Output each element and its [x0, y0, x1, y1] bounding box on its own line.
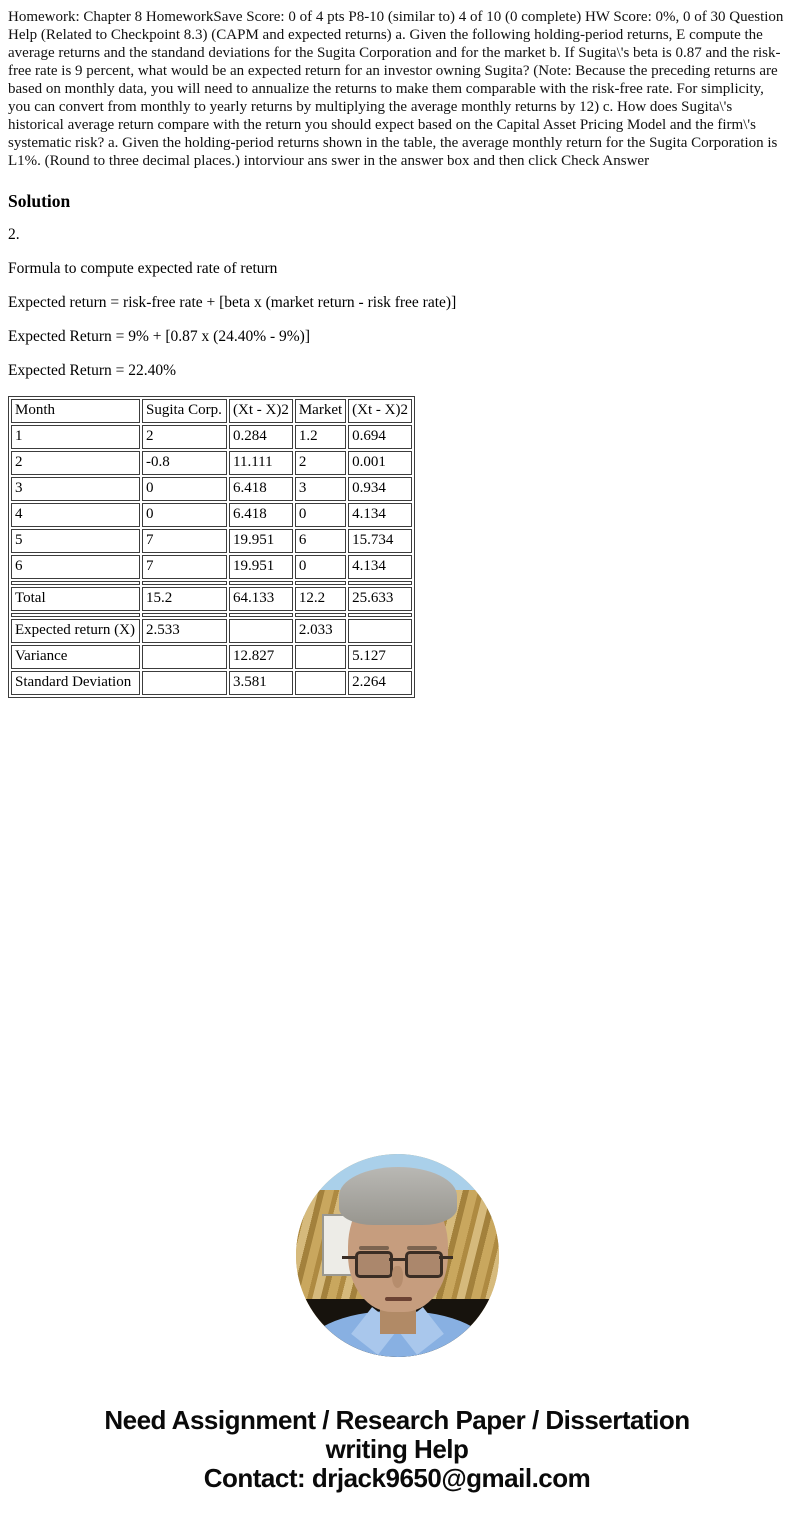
table-header-cell: Sugita Corp. — [142, 399, 227, 423]
table-cell: 6.418 — [229, 503, 293, 527]
table-cell: 7 — [142, 555, 227, 579]
table-cell: 2.264 — [348, 671, 413, 695]
table-cell: 6 — [11, 555, 140, 579]
table-cell: 3 — [294, 477, 347, 501]
table-cell: 6 — [294, 529, 347, 553]
table-cell: Total — [11, 587, 140, 611]
table-spacer-row — [11, 613, 413, 617]
table-cell — [142, 645, 227, 669]
table-cell: 3 — [11, 477, 140, 501]
table-cell: 19.951 — [229, 555, 293, 579]
table-cell: 12.827 — [229, 645, 293, 669]
promo-contact-email: Contact: drjack9650@gmail.com — [203, 1463, 591, 1493]
table-spacer-row — [11, 581, 413, 585]
table-cell: 15.734 — [348, 529, 413, 553]
table-cell: 0 — [294, 503, 347, 527]
table-cell: 5 — [11, 529, 140, 553]
table-cell — [229, 619, 293, 643]
photo-nose — [391, 1266, 403, 1288]
table-cell: 0 — [294, 555, 347, 579]
table-cell: 4.134 — [348, 555, 413, 579]
promo-line-1: Need Assignment / Research Paper / Disse… — [104, 1405, 690, 1435]
table-cell: Variance — [11, 645, 140, 669]
table-row: 1 2 0.284 1.2 0.694 — [11, 425, 413, 449]
table-cell: 64.133 — [229, 587, 293, 611]
solution-item-number: 2. — [8, 226, 20, 243]
table-cell: 1.2 — [294, 425, 347, 449]
table-stddev-row: Standard Deviation 3.581 2.264 — [11, 671, 413, 695]
solution-heading: Solution — [8, 191, 71, 211]
table-row: 2 -0.8 11.111 2 0.001 — [11, 451, 413, 475]
table-cell: 12.2 — [294, 587, 347, 611]
table-cell: 0.934 — [348, 477, 413, 501]
table-row: 3 0 6.418 3 0.934 — [11, 477, 413, 501]
table-cell: 19.951 — [229, 529, 293, 553]
photo-glasses-right-lens — [404, 1251, 443, 1278]
table-cell: 0.694 — [348, 425, 413, 449]
table-header-cell: Market — [294, 399, 347, 423]
tutor-photo — [295, 1154, 499, 1357]
table-cell: 25.633 — [348, 587, 413, 611]
photo-hair — [338, 1167, 457, 1225]
table-cell — [294, 645, 347, 669]
table-cell: 0.284 — [229, 425, 293, 449]
homework-question-text: Homework: Chapter 8 HomeworkSave Score: … — [8, 9, 784, 169]
photo-glasses-temple-left — [341, 1256, 356, 1259]
table-header-cell: (Xt - X)2 — [348, 399, 413, 423]
table-cell: 3.581 — [229, 671, 293, 695]
photo-glasses-left-lens — [354, 1251, 393, 1278]
photo-glasses-bridge — [388, 1258, 406, 1261]
table-cell: 4 — [11, 503, 140, 527]
table-header-cell: Month — [11, 399, 140, 423]
returns-table: Month Sugita Corp. (Xt - X)2 Market (Xt … — [8, 396, 416, 698]
table-cell: 2 — [11, 451, 140, 475]
table-cell: 4.134 — [348, 503, 413, 527]
photo-mouth — [384, 1297, 412, 1301]
table-variance-row: Variance 12.827 5.127 — [11, 645, 413, 669]
table-cell: 2 — [294, 451, 347, 475]
photo-eyebrow-left — [358, 1246, 389, 1250]
table-cell: -0.8 — [142, 451, 227, 475]
table-cell: Expected return (X) — [11, 619, 140, 643]
table-expected-return-row: Expected return (X) 2.533 2.033 — [11, 619, 413, 643]
table-cell — [348, 619, 413, 643]
promo-line-2: writing Help — [325, 1434, 469, 1464]
photo-eyebrow-right — [406, 1246, 437, 1250]
table-cell: 1 — [11, 425, 140, 449]
table-header-row: Month Sugita Corp. (Xt - X)2 Market (Xt … — [11, 399, 413, 423]
table-cell: Standard Deviation — [11, 671, 140, 695]
photo-glasses-temple-right — [438, 1256, 453, 1259]
table-cell: 5.127 — [348, 645, 413, 669]
table-row: 5 7 19.951 6 15.734 — [11, 529, 413, 553]
table-total-row: Total 15.2 64.133 12.2 25.633 — [11, 587, 413, 611]
solution-substitution: Expected Return = 9% + [0.87 x (24.40% -… — [8, 328, 311, 345]
table-cell — [294, 671, 347, 695]
table-cell: 11.111 — [229, 451, 293, 475]
table-cell: 15.2 — [142, 587, 227, 611]
table-cell: 0.001 — [348, 451, 413, 475]
solution-formula-intro: Formula to compute expected rate of retu… — [8, 260, 278, 277]
whitespace-gap — [8, 698, 786, 1154]
table-cell: 0 — [142, 477, 227, 501]
table-cell — [142, 671, 227, 695]
table-cell: 7 — [142, 529, 227, 553]
solution-result: Expected Return = 22.40% — [8, 362, 177, 379]
table-cell: 2.533 — [142, 619, 227, 643]
promo-text-block: Need Assignment / Research Paper / Disse… — [27, 1406, 767, 1493]
solution-formula: Expected return = risk-free rate + [beta… — [8, 294, 457, 311]
table-row: 4 0 6.418 0 4.134 — [11, 503, 413, 527]
bottom-padding — [8, 1493, 786, 1521]
table-cell: 2.033 — [294, 619, 347, 643]
table-cell: 2 — [142, 425, 227, 449]
table-row: 6 7 19.951 0 4.134 — [11, 555, 413, 579]
table-cell: 6.418 — [229, 477, 293, 501]
table-header-cell: (Xt - X)2 — [229, 399, 293, 423]
table-cell: 0 — [142, 503, 227, 527]
